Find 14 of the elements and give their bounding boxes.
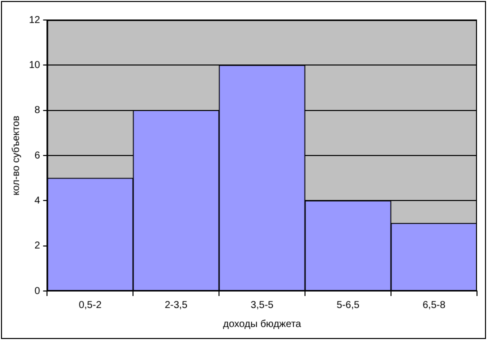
y-tick-label: 10 [29,60,41,71]
x-tick-label: 6,5-8 [422,300,446,311]
y-tick-label: 4 [34,195,41,206]
x-tick-label: 5-6,5 [336,300,360,311]
x-tick-label: 3,5-5 [250,300,274,311]
x-tick-label: 0,5-2 [78,300,102,311]
y-tick-label: 2 [34,240,41,252]
y-tick-label: 12 [29,14,41,26]
y-axis-title: кол-во субъектов [10,116,22,196]
y-tick-label: 8 [34,105,41,116]
y-tick-label: 6 [34,150,41,162]
x-tick-label: 2-3,5 [164,300,188,311]
y-tick-label: 0 [34,286,41,297]
x-axis-title: доходы бюджета [223,318,302,330]
